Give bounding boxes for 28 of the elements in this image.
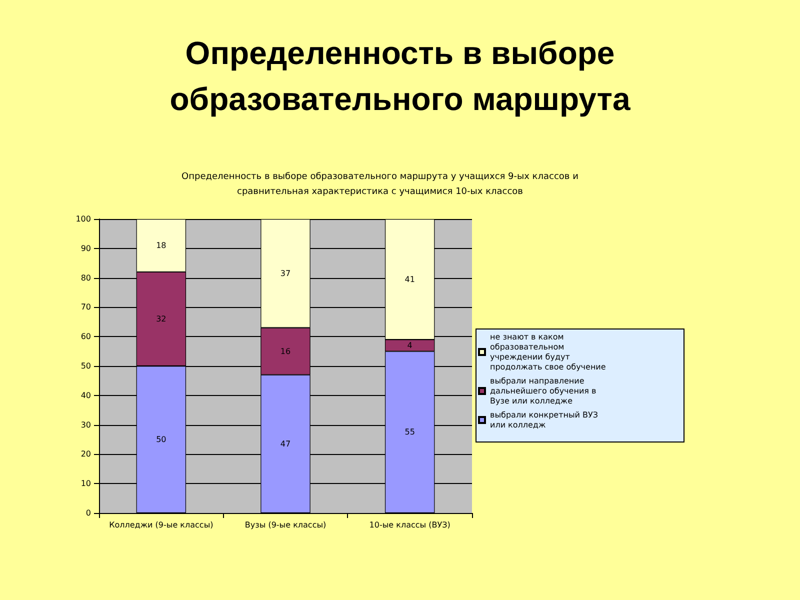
y-tick-label: 60 [80,332,91,342]
data-label: 37 [280,268,291,278]
chart-subtitle: Определенность в выборе образовательного маршрута у учащихся 9-ых классов и сравнительная характеристика с учащимися 10-ых классов [180,171,580,199]
y-tick-label: 70 [80,302,91,312]
data-label: 41 [404,274,415,284]
chart-title: Определенность в выборе образовательного маршрута [168,34,632,119]
y-tick-label: 30 [80,420,91,430]
data-label: 4 [407,340,412,350]
legend-label: выбрали направление дальнейшего обучения в Вузе или колледже [490,376,599,406]
y-tick-label: 50 [80,362,91,370]
y-tick-label: 40 [80,390,91,400]
data-label: 50 [156,435,166,444]
y-tick-label: 100 [76,214,91,224]
y-tick-label: 0 [86,508,91,518]
data-label: 55 [404,428,415,437]
data-label: 32 [156,314,166,324]
y-tick-label: 90 [80,244,91,253]
data-label: 18 [156,240,166,250]
data-label: 16 [280,346,291,356]
y-tick-label: 10 [80,479,91,488]
data-label: 47 [280,439,291,448]
legend-label: не знают в каком образовательном учреждении будут продолжать свое обучение [490,332,606,372]
x-tick-label: Колледжи (9-ые классы) [109,520,214,530]
y-tick-label: 20 [80,450,91,459]
y-tick-label: 80 [80,273,91,282]
legend-label: выбрали конкретный ВУЗ или колледж [490,410,601,430]
x-tick-label: 10-ые классы (ВУЗ) [369,520,450,530]
x-tick-label: Вузы (9-ые классы) [244,520,326,530]
